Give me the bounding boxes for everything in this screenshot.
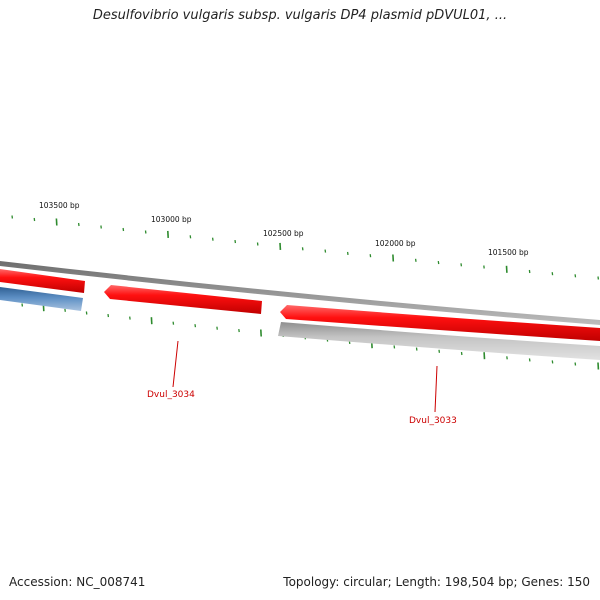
gene-dvul-3034[interactable] — [104, 285, 262, 314]
outer-ruler-ticks — [11, 215, 600, 280]
gene-dvul-3033[interactable] — [278, 322, 600, 360]
leader-line-dvul-3034 — [172, 340, 179, 388]
bp-label-102500: 102500 bp — [263, 229, 304, 238]
bp-label-101500: 101500 bp — [488, 248, 529, 257]
gene-forward-right[interactable] — [280, 305, 600, 341]
backbone-strand — [0, 261, 600, 325]
accession-text: Accession: NC_008741 — [9, 575, 146, 589]
gene-forward-left[interactable] — [0, 269, 85, 293]
gene-label-dvul-3034[interactable]: Dvul_3034 — [147, 390, 195, 400]
map-title: Desulfovibrio vulgaris subsp. vulgaris D… — [92, 8, 508, 23]
bp-label-103500: 103500 bp — [39, 201, 80, 210]
bp-label-102000: 102000 bp — [375, 239, 416, 248]
topology-summary: Topology: circular; Length: 198,504 bp; … — [283, 575, 590, 589]
bp-label-103000: 103000 bp — [151, 215, 192, 224]
gene-label-dvul-3033[interactable]: Dvul_3033 — [409, 416, 457, 426]
leader-line-dvul-3033 — [434, 365, 438, 413]
gene-reverse-blue[interactable] — [0, 287, 83, 311]
